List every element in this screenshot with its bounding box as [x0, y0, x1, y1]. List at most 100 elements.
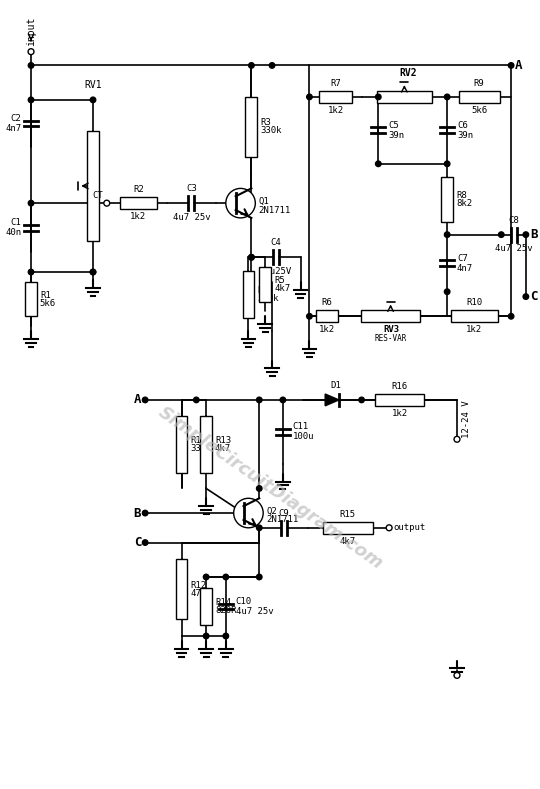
Bar [361, 310, 421, 322]
Text: 39n: 39n [457, 131, 473, 140]
Text: C3: C3 [186, 185, 197, 193]
Text: 100u: 100u [293, 432, 314, 441]
Text: R11: R11 [191, 436, 206, 445]
Text: CT: CT [92, 191, 103, 200]
Bar [315, 310, 338, 322]
Text: 33u25V: 33u25V [260, 267, 292, 276]
Text: 330k: 330k [191, 443, 212, 453]
Circle shape [498, 232, 504, 237]
Text: R3: R3 [260, 118, 271, 128]
Circle shape [375, 161, 381, 166]
Circle shape [508, 62, 514, 68]
Bar [450, 310, 498, 322]
Text: R13: R13 [215, 436, 231, 445]
Text: RV2: RV2 [399, 69, 417, 78]
Circle shape [256, 574, 262, 580]
Text: 40n: 40n [5, 228, 21, 237]
Text: R15: R15 [340, 510, 356, 519]
Bar [176, 416, 187, 473]
Text: R16: R16 [392, 382, 408, 391]
Circle shape [280, 397, 286, 402]
Text: B: B [530, 228, 537, 241]
Text: C10: C10 [235, 597, 252, 606]
Bar [377, 91, 432, 103]
Text: R12: R12 [191, 581, 206, 590]
Bar [120, 197, 157, 209]
Circle shape [234, 499, 263, 528]
Text: R9: R9 [474, 79, 484, 88]
Text: 1k2: 1k2 [327, 106, 343, 114]
Circle shape [204, 634, 209, 639]
Circle shape [248, 255, 254, 260]
Text: 2N1711: 2N1711 [258, 206, 291, 215]
Bar [259, 267, 271, 301]
Bar [25, 282, 37, 316]
Circle shape [359, 397, 364, 402]
Text: 47k: 47k [191, 589, 206, 598]
Text: A: A [134, 394, 141, 406]
Bar [242, 271, 254, 318]
Circle shape [256, 525, 262, 530]
Bar [441, 177, 453, 222]
Text: D1: D1 [330, 381, 341, 390]
Bar [87, 131, 99, 241]
Text: C11: C11 [293, 422, 309, 432]
Circle shape [444, 289, 450, 294]
Text: R1: R1 [40, 290, 51, 300]
Text: C2: C2 [10, 114, 21, 123]
Text: 4k7: 4k7 [274, 284, 290, 293]
Circle shape [444, 232, 450, 237]
Bar [176, 559, 187, 619]
Bar [246, 97, 257, 157]
Circle shape [143, 397, 148, 402]
Text: Q1: Q1 [258, 196, 269, 206]
Circle shape [28, 62, 34, 68]
Circle shape [307, 313, 312, 319]
Circle shape [90, 97, 96, 103]
Text: 1k2: 1k2 [130, 212, 146, 221]
Text: 1k2: 1k2 [466, 325, 482, 335]
Circle shape [508, 313, 514, 319]
Circle shape [28, 97, 34, 103]
Circle shape [223, 634, 228, 639]
Text: R2: R2 [133, 185, 144, 194]
Text: 4u7 25v: 4u7 25v [235, 607, 273, 616]
Text: C9: C9 [279, 509, 289, 518]
Circle shape [454, 672, 460, 679]
Circle shape [193, 397, 199, 402]
Text: C7: C7 [457, 254, 468, 263]
Text: 8k2: 8k2 [456, 199, 472, 208]
Circle shape [248, 62, 254, 68]
Circle shape [28, 269, 34, 275]
Text: A: A [515, 59, 523, 72]
Polygon shape [325, 394, 339, 406]
Text: 39n: 39n [388, 131, 404, 140]
Text: 4u7 25v: 4u7 25v [495, 245, 532, 253]
Circle shape [386, 525, 392, 531]
Text: RV1: RV1 [84, 80, 102, 90]
Text: 4n7: 4n7 [457, 264, 473, 272]
Text: R10: R10 [466, 298, 482, 308]
Circle shape [204, 574, 209, 580]
Circle shape [375, 94, 381, 99]
Circle shape [444, 94, 450, 99]
Text: C1: C1 [10, 219, 21, 227]
Circle shape [90, 269, 96, 275]
Text: 820R: 820R [215, 606, 237, 615]
Circle shape [248, 255, 254, 260]
Text: R14: R14 [215, 598, 231, 607]
Text: RV3: RV3 [383, 324, 399, 334]
Text: R5: R5 [274, 276, 285, 285]
Circle shape [226, 189, 255, 218]
Bar [319, 91, 352, 103]
Text: 330k: 330k [260, 126, 282, 136]
Text: C: C [530, 290, 537, 303]
Text: output: output [393, 523, 426, 533]
Text: C5: C5 [388, 121, 399, 130]
Circle shape [28, 200, 34, 206]
Bar [458, 91, 500, 103]
Circle shape [143, 540, 148, 545]
Text: 1k2: 1k2 [319, 325, 335, 335]
Circle shape [143, 510, 148, 516]
Text: C4: C4 [271, 238, 281, 248]
